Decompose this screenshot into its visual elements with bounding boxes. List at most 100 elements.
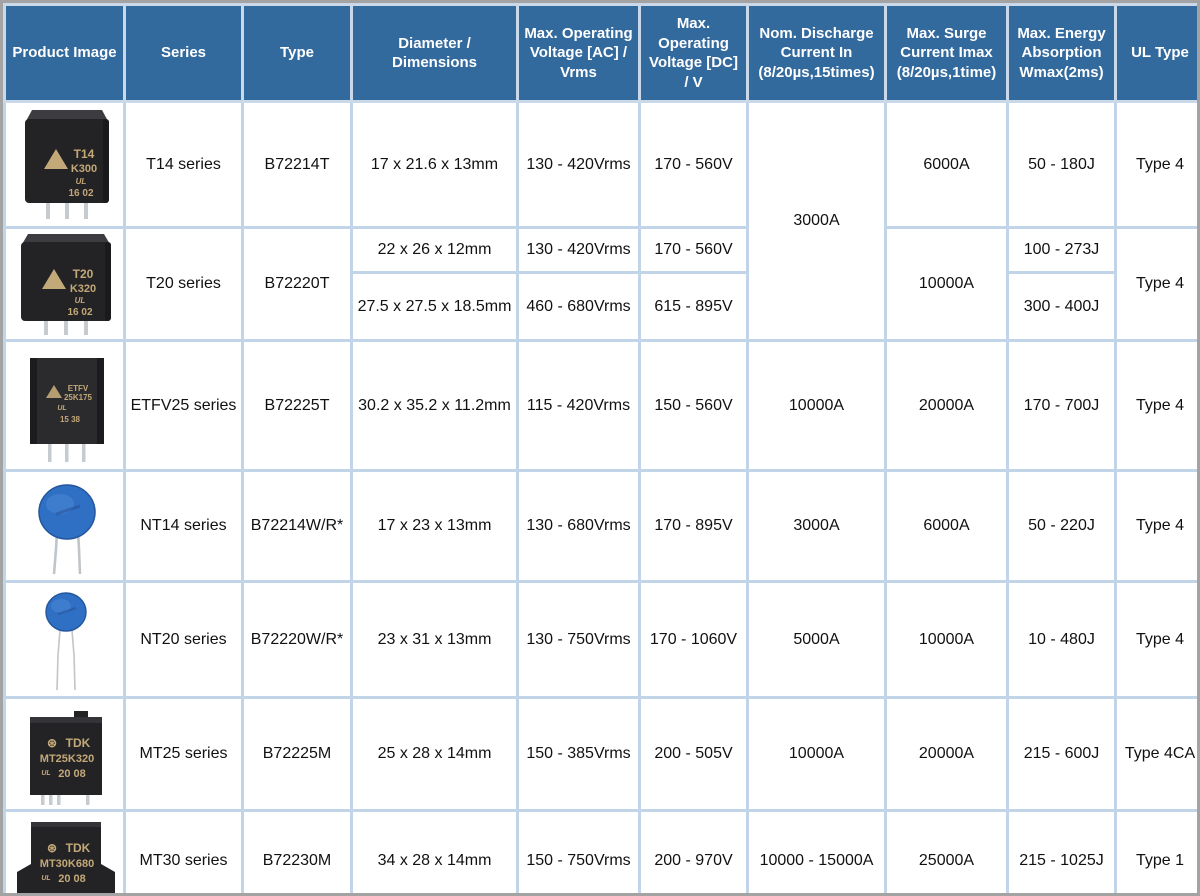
cell-t20-image: T20 K320 UL 16 02 — [3, 226, 126, 342]
cell-t14-image: T14 K300 UL 16 02 — [3, 100, 126, 229]
etfv25-marking: ETFV 25K175 UL 15 38 — [46, 384, 93, 424]
col-header-dimensions: Diameter / Dimensions — [350, 3, 519, 103]
tdk-logo-icon: ⊛ — [47, 736, 57, 750]
mt30-brand: TDK — [66, 841, 91, 855]
epcos-triangle-icon — [46, 385, 62, 398]
t20-marking: T20 K320 UL 16 02 — [42, 267, 96, 318]
t14-label-line2: K300 — [71, 163, 97, 175]
cell-nt20-energy: 10 - 480J — [1006, 580, 1117, 699]
cell-mt25-dc: 200 - 505V — [638, 696, 749, 812]
cell-t20-sub1-dims: 22 x 26 x 12mm — [350, 225, 519, 275]
col-header-product-image: Product Image — [3, 3, 126, 103]
nt14-disc — [38, 484, 96, 540]
etfv25-date-code: 15 38 — [60, 415, 81, 424]
cell-mt25-type: B72225M — [241, 696, 353, 812]
cell-mt25-surge: 20000A — [884, 696, 1009, 812]
cell-etfv25-nom-discharge: 10000A — [746, 339, 887, 472]
tdk-logo-icon: ⊛ — [47, 841, 57, 855]
cell-mt30-dims: 34 x 28 x 14mm — [350, 809, 519, 893]
cell-t20-sub1-energy: 100 - 273J — [1006, 225, 1117, 275]
etfv25-label-line1: ETFV — [68, 384, 89, 393]
mt25-brand: TDK — [66, 736, 91, 750]
mt25-model: MT25K320 — [40, 753, 94, 765]
cell-mt25-ul: Type 4CA — [1114, 696, 1197, 812]
cell-etfv25-dc: 150 - 560V — [638, 339, 749, 472]
mt25-leads — [41, 793, 90, 805]
t14-body — [25, 110, 109, 203]
header-row: Product Image Series Type Diameter / Dim… — [3, 3, 1197, 103]
cell-t20-ul: Type 4 — [1114, 226, 1197, 342]
etfv25-body — [30, 358, 104, 444]
mt25-date-code: 20 08 — [58, 768, 86, 780]
cell-nt20-dims: 23 x 31 x 13mm — [350, 580, 519, 699]
cell-etfv25-type: B72225T — [241, 339, 353, 472]
cell-nt14-energy: 50 - 220J — [1006, 469, 1117, 583]
cell-mt30-image: ⊛ TDK MT30K680 UL 20 08 — [3, 809, 126, 893]
cell-nt14-nom-discharge: 3000A — [746, 469, 887, 583]
etfv25-label-line2: 25K175 — [64, 393, 93, 402]
cell-nt14-type: B72214W/R* — [241, 469, 353, 583]
cell-t20-sub1-dc: 170 - 560V — [638, 225, 749, 275]
cell-t20-sub2-ac: 460 - 680Vrms — [516, 271, 641, 342]
col-header-series: Series — [123, 3, 244, 103]
t14-label-line1: T14 — [74, 147, 95, 161]
cell-etfv25-series: ETFV25 series — [123, 339, 244, 472]
table-row-nt20: NT20 series B72220W/R* 23 x 31 x 13mm 13… — [3, 580, 1197, 699]
cell-mt25-nom-discharge: 10000A — [746, 696, 887, 812]
ul-mark-icon: UL — [41, 875, 50, 882]
cell-nt14-ul: Type 4 — [1114, 469, 1197, 583]
cell-mt25-energy: 215 - 600J — [1006, 696, 1117, 812]
col-header-max-surge-current: Max. Surge Current Imax (8/20µs,1time) — [884, 3, 1009, 103]
t14-date-code: 16 02 — [68, 188, 93, 199]
cell-nt20-ac: 130 - 750Vrms — [516, 580, 641, 699]
product-image-t20: T20 K320 UL 16 02 — [21, 234, 111, 335]
cell-mt25-image: ⊛ TDK MT25K320 UL 20 08 — [3, 696, 126, 812]
cell-t14-surge: 6000A — [884, 100, 1009, 229]
mt30-date-code: 20 08 — [58, 873, 86, 885]
cell-nt14-dc: 170 - 895V — [638, 469, 749, 583]
cell-etfv25-ul: Type 4 — [1114, 339, 1197, 472]
cell-nt14-dims: 17 x 23 x 13mm — [350, 469, 519, 583]
cell-t14-t20-nom-discharge: 3000A — [746, 100, 887, 342]
cell-nt20-nom-discharge: 5000A — [746, 580, 887, 699]
cell-t14-type: B72214T — [241, 100, 353, 229]
ul-mark-icon: UL — [41, 770, 50, 777]
table-row-t20-sub2: 27.5 x 27.5 x 18.5mm 460 - 680Vrms 615 -… — [5, 271, 1198, 342]
cell-mt30-ul: Type 1 — [1114, 809, 1197, 893]
cell-etfv25-ac: 115 - 420Vrms — [516, 339, 641, 472]
t20-body — [21, 234, 111, 321]
cell-mt30-dc: 200 - 970V — [638, 809, 749, 893]
col-header-max-energy: Max. Energy Absorption Wmax(2ms) — [1006, 3, 1117, 103]
col-header-max-ac-voltage: Max. Operating Voltage [AC] / Vrms — [516, 3, 641, 103]
table-row-mt25: ⊛ TDK MT25K320 UL 20 08 MT25 series B722… — [3, 696, 1197, 812]
cell-nt20-ul: Type 4 — [1114, 580, 1197, 699]
t14-leads — [46, 201, 88, 219]
cell-t14-dims: 17 x 21.6 x 13mm — [350, 100, 519, 229]
table-row-mt30: ⊛ TDK MT30K680 UL 20 08 MT30 series B722… — [3, 809, 1197, 893]
cell-nt20-type: B72220W/R* — [241, 580, 353, 699]
cell-etfv25-energy: 170 - 700J — [1006, 339, 1117, 472]
cell-nt20-series: NT20 series — [123, 580, 244, 699]
cell-nt20-surge: 10000A — [884, 580, 1009, 699]
cell-mt25-series: MT25 series — [123, 696, 244, 812]
col-header-ul-type: UL Type — [1114, 3, 1197, 103]
ul-mark-icon: UL — [76, 177, 87, 186]
cell-nt20-image — [3, 580, 126, 699]
cell-etfv25-image: ETFV 25K175 UL 15 38 — [3, 339, 126, 472]
cell-nt14-series: NT14 series — [123, 469, 244, 583]
col-header-max-dc-voltage: Max. Operating Voltage [DC] / V — [638, 3, 749, 103]
cell-t14-ul: Type 4 — [1114, 100, 1197, 229]
epcos-triangle-icon — [44, 149, 68, 169]
cell-mt30-type: B72230M — [241, 809, 353, 893]
product-image-nt20 — [45, 592, 87, 691]
cell-etfv25-dims: 30.2 x 35.2 x 11.2mm — [350, 339, 519, 472]
epcos-triangle-icon — [42, 269, 66, 289]
ul-mark-icon: UL — [75, 296, 86, 305]
cell-mt30-surge: 25000A — [884, 809, 1009, 893]
product-image-mt25: ⊛ TDK MT25K320 UL 20 08 — [30, 711, 102, 805]
cell-nt20-dc: 170 - 1060V — [638, 580, 749, 699]
table-row-nt14: NT14 series B72214W/R* 17 x 23 x 13mm 13… — [3, 469, 1197, 583]
cell-nt14-ac: 130 - 680Vrms — [516, 469, 641, 583]
cell-t14-energy: 50 - 180J — [1006, 100, 1117, 229]
cell-t20-sub2-energy: 300 - 400J — [1006, 271, 1117, 342]
